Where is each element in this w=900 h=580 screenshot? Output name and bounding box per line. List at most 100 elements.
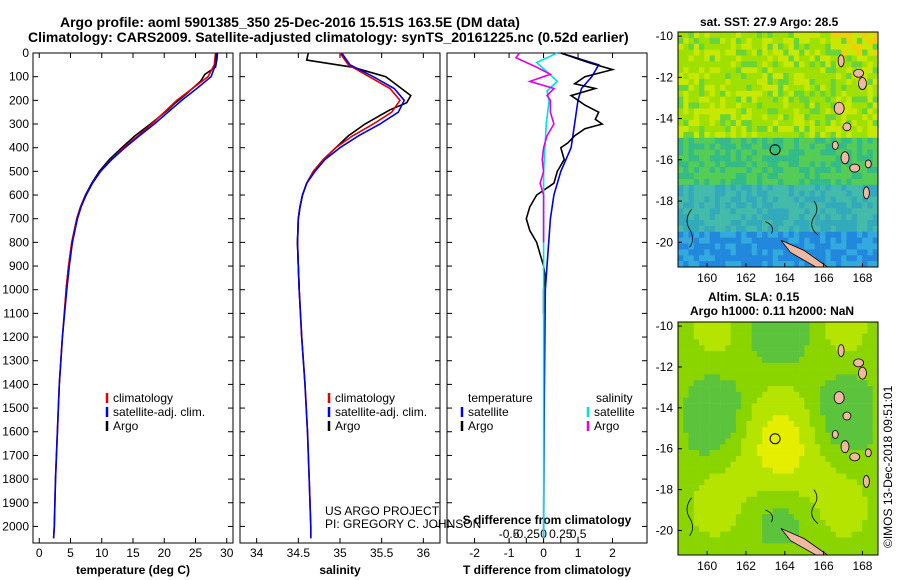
y-tick-label: 1800 xyxy=(2,472,29,486)
map-cell xyxy=(856,126,863,133)
map-cell xyxy=(867,67,874,74)
map-cell xyxy=(725,155,731,162)
map-cell xyxy=(846,96,852,103)
map-cell xyxy=(746,485,752,492)
map-cell xyxy=(872,549,879,556)
map-cell xyxy=(741,473,747,480)
map-cell xyxy=(804,55,810,62)
map-cell xyxy=(767,549,774,556)
map-cell xyxy=(814,351,821,358)
map-cell xyxy=(872,131,879,139)
map-cell xyxy=(862,67,868,74)
map-cell xyxy=(788,96,795,103)
map-cell xyxy=(751,43,758,50)
map-cell xyxy=(778,322,784,329)
map-cell xyxy=(841,49,847,56)
map-cell xyxy=(756,525,763,532)
map-cell xyxy=(709,167,716,174)
map-cell xyxy=(756,456,763,463)
map-cell xyxy=(830,137,837,144)
map-cell xyxy=(751,549,758,556)
map-cell xyxy=(683,351,689,358)
map-cell xyxy=(720,485,726,492)
map-cell xyxy=(735,368,742,375)
map-cell xyxy=(835,473,842,480)
map-cell xyxy=(730,190,737,197)
map-cell xyxy=(799,43,805,50)
map-cell xyxy=(804,520,810,527)
map-cell xyxy=(825,120,831,127)
map-cell xyxy=(720,467,726,474)
map-cell xyxy=(846,485,852,492)
map-cell xyxy=(872,184,879,191)
x-tick-label: 164 xyxy=(775,271,795,285)
map-cell xyxy=(846,55,852,62)
land-island xyxy=(842,122,852,132)
map-cell xyxy=(809,96,816,103)
map-cell xyxy=(730,96,737,103)
map-cell xyxy=(851,73,858,80)
map-cell xyxy=(762,208,768,215)
x-tick-label: 36 xyxy=(417,546,431,560)
map-cell xyxy=(683,514,689,521)
map-cell xyxy=(793,202,800,209)
map-cell xyxy=(778,543,784,550)
map-cell xyxy=(830,502,837,509)
map-cell xyxy=(709,514,716,521)
map-cell xyxy=(688,143,695,150)
map-cell xyxy=(699,126,705,133)
map-cell xyxy=(720,131,726,139)
map-cell xyxy=(799,32,805,39)
map-cell xyxy=(746,374,752,381)
map-cell xyxy=(856,190,863,197)
map-cell xyxy=(756,32,763,39)
map-cell xyxy=(730,461,737,468)
map-cell xyxy=(814,426,821,433)
map-cell xyxy=(709,543,716,550)
land-island xyxy=(864,448,872,458)
map-cell xyxy=(835,131,842,139)
map-cell xyxy=(704,220,710,227)
map-cell xyxy=(699,502,705,509)
map-cell xyxy=(820,502,826,509)
map-cell xyxy=(767,322,774,329)
map-cell xyxy=(735,333,742,340)
map-cell xyxy=(725,90,731,97)
map-cell xyxy=(751,143,758,150)
map-cell xyxy=(714,391,721,398)
map-cell xyxy=(814,43,821,50)
map-cell xyxy=(867,243,874,250)
map-cell xyxy=(804,61,810,68)
map-cell xyxy=(730,202,737,209)
map-cell xyxy=(788,391,795,398)
map-cell xyxy=(735,220,742,227)
x-tick-label: 35.5 xyxy=(370,546,394,560)
map-cell xyxy=(762,178,768,186)
map-cell xyxy=(772,73,779,80)
map-cell xyxy=(699,531,705,538)
map-cell xyxy=(714,61,721,68)
map-cell xyxy=(725,37,731,45)
map-cell xyxy=(688,356,695,363)
map-cell xyxy=(788,143,795,150)
map-cell xyxy=(735,327,742,334)
map-cell xyxy=(756,543,763,550)
map-cell xyxy=(709,208,716,215)
map-cell xyxy=(720,155,726,162)
map-cell xyxy=(856,444,863,451)
map-cell xyxy=(846,37,852,45)
map-cell xyxy=(783,485,789,492)
map-cell xyxy=(872,391,879,398)
map-cell xyxy=(693,237,700,244)
map-cell xyxy=(688,149,695,156)
map-cell xyxy=(741,479,747,486)
map-cell xyxy=(688,249,695,256)
map-cell xyxy=(809,79,816,86)
map-cell xyxy=(741,333,747,340)
map-cell xyxy=(856,421,863,428)
map-cell xyxy=(741,461,747,468)
map-cell xyxy=(688,167,695,174)
map-cell xyxy=(841,386,847,393)
map-cell xyxy=(762,403,768,410)
map-cell xyxy=(767,374,774,381)
